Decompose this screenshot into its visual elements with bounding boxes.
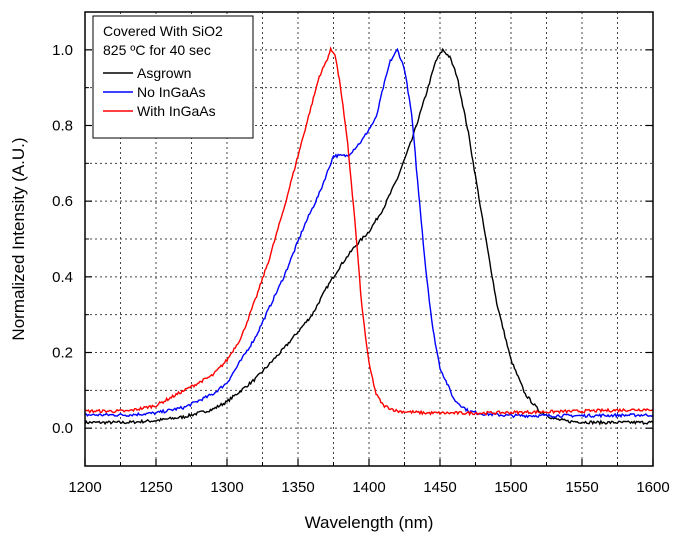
- axis-ticks: [84, 49, 654, 466]
- series-line-with-ingaas: [84, 46, 654, 417]
- legend-title-line: Covered With SiO2: [103, 23, 223, 39]
- x-tick-label: 1400: [352, 479, 385, 496]
- x-tick-label: 1600: [636, 479, 669, 496]
- series-line-asgrown: [84, 47, 654, 426]
- x-tick-label: 1550: [565, 479, 598, 496]
- x-tick-label: 1500: [494, 479, 527, 496]
- legend-label: Asgrown: [137, 65, 191, 81]
- x-tick-label: 1200: [68, 479, 101, 496]
- legend-label: With InGaAs: [137, 103, 216, 119]
- y-tick-label: 0.2: [52, 345, 73, 362]
- tick-labels: 1200 1250 1300 1350 1400 1450 1500 1550 1600 0.0 0…: [52, 42, 670, 496]
- legend-title-line: 825 ºC for 40 sec: [103, 42, 211, 58]
- y-tick-label: 0.0: [52, 420, 73, 437]
- legend: Covered With SiO2 825 ºC for 40 sec Asgrow…: [92, 15, 254, 139]
- legend-label: No InGaAs: [137, 84, 205, 100]
- x-axis-title: Wavelength (nm): [305, 513, 434, 532]
- x-tick-label: 1450: [423, 479, 456, 496]
- y-tick-label: 0.8: [52, 118, 73, 135]
- y-tick-label: 0.4: [52, 269, 73, 286]
- y-tick-label: 0.6: [52, 193, 73, 210]
- y-axis-title: Normalized Intensity (A.U.): [9, 137, 28, 340]
- legend-box: [92, 15, 254, 139]
- series-lines: [84, 46, 654, 426]
- x-tick-label: 1350: [281, 479, 314, 496]
- series-line-no-ingaas: [84, 47, 654, 419]
- y-tick-label: 1.0: [52, 42, 73, 59]
- x-tick-label: 1250: [139, 479, 172, 496]
- x-tick-label: 1300: [210, 479, 243, 496]
